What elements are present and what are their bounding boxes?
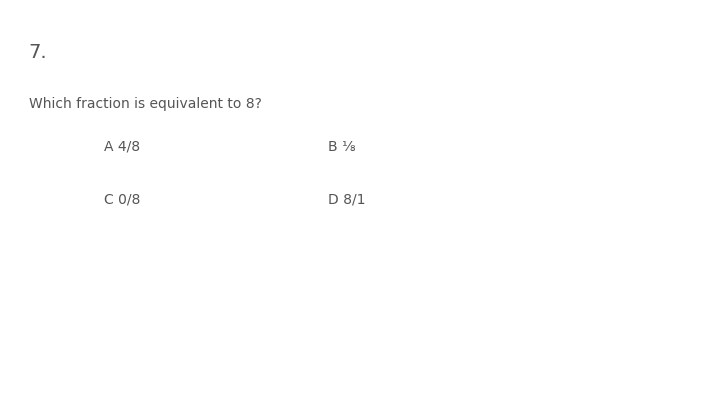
Text: D 8/1: D 8/1 — [328, 192, 365, 207]
Text: B ⅛: B ⅛ — [328, 140, 355, 154]
Text: 7.: 7. — [29, 43, 48, 62]
Text: C 0/8: C 0/8 — [104, 192, 141, 207]
Text: Which fraction is equivalent to 8?: Which fraction is equivalent to 8? — [29, 97, 261, 111]
Text: A 4/8: A 4/8 — [104, 140, 140, 154]
